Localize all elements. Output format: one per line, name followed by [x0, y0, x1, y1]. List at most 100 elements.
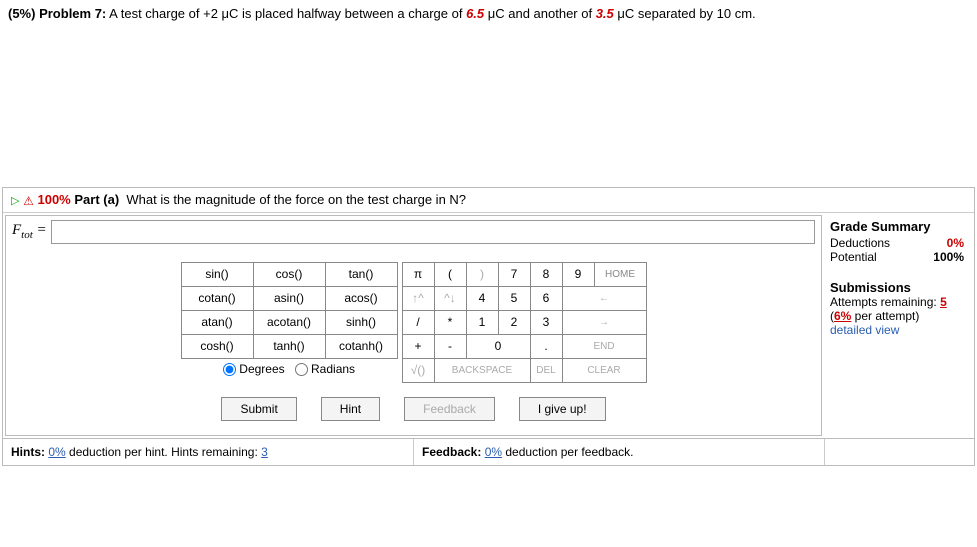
- key-minus[interactable]: -: [434, 334, 466, 358]
- attempts-line: Attempts remaining: 5: [830, 295, 964, 309]
- spacer: [0, 27, 977, 187]
- part-body: Ftot = sin() cos() tan() c: [3, 213, 974, 438]
- key-up[interactable]: ↑^: [402, 286, 434, 310]
- mode-degrees-label[interactable]: Degrees: [223, 362, 285, 376]
- fn-cosh[interactable]: cosh(): [181, 334, 253, 358]
- key-9[interactable]: 9: [562, 262, 594, 286]
- function-pad: sin() cos() tan() cotan() asin() acos() …: [181, 262, 398, 383]
- answer-sub: tot: [21, 229, 33, 241]
- answer-input[interactable]: [51, 220, 815, 244]
- attempts-value: 5: [940, 295, 947, 309]
- part-header: ▷ ⚠ 100% Part (a) What is the magnitude …: [3, 188, 974, 213]
- fn-cotanh[interactable]: cotanh(): [325, 334, 397, 358]
- fn-tanh[interactable]: tanh(): [253, 334, 325, 358]
- answer-row: Ftot =: [12, 220, 815, 244]
- per-attempt-line: (6% per attempt): [830, 309, 964, 323]
- key-1[interactable]: 1: [466, 310, 498, 334]
- grade-potential-label: Potential: [830, 250, 877, 264]
- key-2[interactable]: 2: [498, 310, 530, 334]
- action-row: Submit Hint Feedback I give up!: [12, 397, 815, 421]
- key-rparen[interactable]: ): [466, 262, 498, 286]
- angle-mode-row: Degrees Radians: [181, 359, 398, 376]
- calculator-area: sin() cos() tan() cotan() asin() acos() …: [12, 262, 815, 383]
- key-dot[interactable]: .: [530, 334, 562, 358]
- mode-radians-label[interactable]: Radians: [295, 362, 355, 376]
- problem-label: Problem 7:: [39, 6, 106, 21]
- problem-text-pre: A test charge of +2 μC is placed halfway…: [106, 6, 466, 21]
- answer-area: Ftot = sin() cos() tan() c: [5, 215, 822, 436]
- per-attempt-pct: 6%: [834, 309, 851, 323]
- hints-footer: Hints: 0% deduction per hint. Hints rema…: [3, 439, 413, 465]
- grade-deductions-label: Deductions: [830, 236, 890, 250]
- fn-sin[interactable]: sin(): [181, 262, 253, 286]
- key-end[interactable]: END: [562, 334, 646, 358]
- submissions-title: Submissions: [830, 280, 964, 295]
- key-clear[interactable]: CLEAR: [562, 358, 646, 382]
- mode-radians-radio[interactable]: [295, 363, 308, 376]
- key-pi[interactable]: π: [402, 262, 434, 286]
- expand-icon[interactable]: ▷: [11, 194, 19, 207]
- submit-button[interactable]: Submit: [221, 397, 296, 421]
- key-home[interactable]: HOME: [594, 262, 646, 286]
- part-label: Part (a): [74, 192, 119, 207]
- footer-row: Hints: 0% deduction per hint. Hints rema…: [2, 439, 975, 466]
- key-5[interactable]: 5: [498, 286, 530, 310]
- keypad-table: π ( ) 7 8 9 HOME ↑^ ^↓ 4: [402, 262, 647, 383]
- fn-sinh[interactable]: sinh(): [325, 310, 397, 334]
- keypad: π ( ) 7 8 9 HOME ↑^ ^↓ 4: [402, 262, 647, 383]
- hints-pct: 0%: [48, 445, 65, 459]
- footer-right: [824, 439, 974, 465]
- key-8[interactable]: 8: [530, 262, 562, 286]
- fn-cos[interactable]: cos(): [253, 262, 325, 286]
- key-divide[interactable]: /: [402, 310, 434, 334]
- function-table: sin() cos() tan() cotan() asin() acos() …: [181, 262, 398, 359]
- key-0[interactable]: 0: [466, 334, 530, 358]
- feedback-footer: Feedback: 0% deduction per feedback.: [413, 439, 824, 465]
- hint-button[interactable]: Hint: [321, 397, 380, 421]
- key-right[interactable]: →: [562, 310, 646, 334]
- key-4[interactable]: 4: [466, 286, 498, 310]
- problem-percent: (5%): [8, 6, 35, 21]
- feedback-post: deduction per feedback.: [502, 445, 633, 459]
- answer-variable-label: Ftot =: [12, 222, 51, 241]
- hints-mid: deduction per hint. Hints remaining:: [66, 445, 261, 459]
- part-box: ▷ ⚠ 100% Part (a) What is the magnitude …: [2, 187, 975, 439]
- key-down[interactable]: ^↓: [434, 286, 466, 310]
- grade-summary-title: Grade Summary: [830, 219, 964, 234]
- per-attempt-post: per attempt): [851, 309, 919, 323]
- key-sqrt[interactable]: √(): [402, 358, 434, 382]
- fn-tan[interactable]: tan(): [325, 262, 397, 286]
- grade-deductions-row: Deductions 0%: [830, 236, 964, 250]
- key-left[interactable]: ←: [562, 286, 646, 310]
- fn-cotan[interactable]: cotan(): [181, 286, 253, 310]
- key-3[interactable]: 3: [530, 310, 562, 334]
- key-6[interactable]: 6: [530, 286, 562, 310]
- key-lparen[interactable]: (: [434, 262, 466, 286]
- key-plus[interactable]: +: [402, 334, 434, 358]
- mode-degrees-text: Degrees: [239, 362, 284, 376]
- mode-radians-text: Radians: [311, 362, 355, 376]
- feedback-label: Feedback:: [422, 445, 481, 459]
- warning-icon: ⚠: [23, 194, 34, 208]
- part-question: What is the magnitude of the force on th…: [126, 192, 466, 207]
- key-del[interactable]: DEL: [530, 358, 562, 382]
- answer-var: F: [12, 222, 21, 238]
- key-backspace[interactable]: BACKSPACE: [434, 358, 530, 382]
- key-7[interactable]: 7: [498, 262, 530, 286]
- fn-asin[interactable]: asin(): [253, 286, 325, 310]
- fn-acotan[interactable]: acotan(): [253, 310, 325, 334]
- grade-deductions-value: 0%: [947, 236, 964, 250]
- hints-remaining: 3: [261, 445, 268, 459]
- grade-potential-value: 100%: [933, 250, 964, 264]
- mode-degrees-radio[interactable]: [223, 363, 236, 376]
- problem-text-mid2: μC separated by 10 cm.: [614, 6, 756, 21]
- fn-acos[interactable]: acos(): [325, 286, 397, 310]
- detailed-view-link[interactable]: detailed view: [830, 323, 964, 337]
- part-percent: 100%: [37, 192, 70, 207]
- giveup-button[interactable]: I give up!: [519, 397, 606, 421]
- feedback-button[interactable]: Feedback: [404, 397, 495, 421]
- grade-potential-row: Potential 100%: [830, 250, 964, 264]
- feedback-pct: 0%: [485, 445, 502, 459]
- key-multiply[interactable]: *: [434, 310, 466, 334]
- fn-atan[interactable]: atan(): [181, 310, 253, 334]
